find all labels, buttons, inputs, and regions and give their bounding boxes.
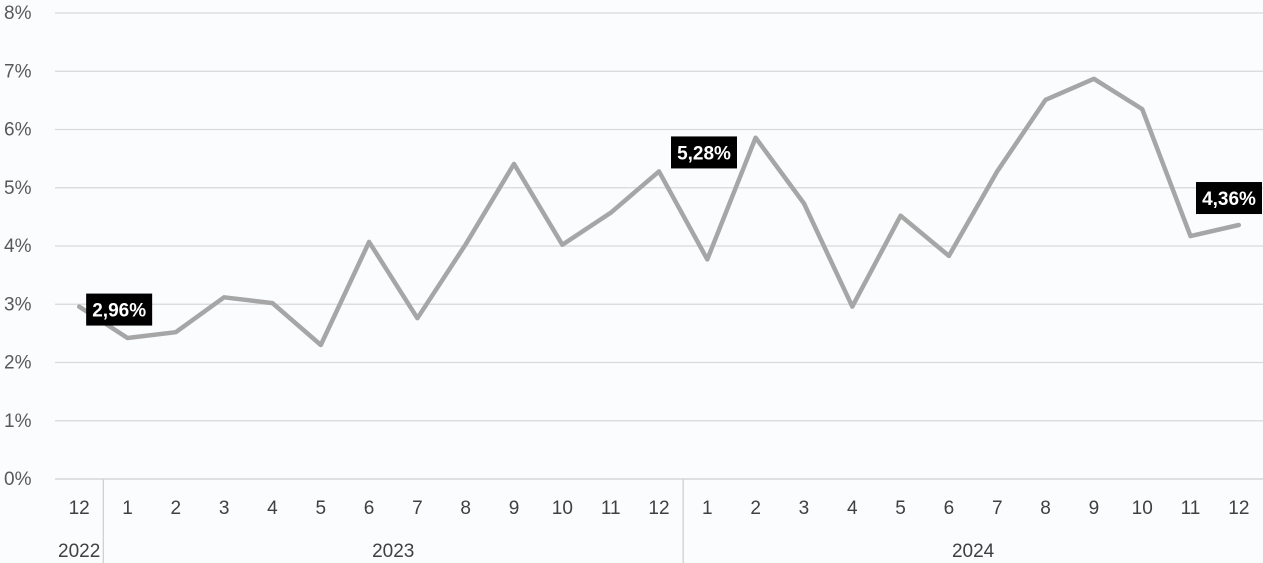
data-labels: 2,96% 5,28% 4,36% [86, 136, 1262, 326]
x-tick-label: 6 [364, 498, 375, 519]
x-tick-label: 12 [69, 498, 90, 519]
x-tick-label: 1 [702, 498, 713, 519]
year-label: 2024 [952, 541, 995, 562]
x-tick-label: 8 [1040, 498, 1051, 519]
x-tick-label: 5 [895, 498, 906, 519]
x-tick-label: 11 [1181, 498, 1201, 519]
x-tick-label: 11 [601, 498, 621, 519]
x-tick-label: 2 [171, 498, 182, 519]
x-tick-label: 8 [460, 498, 471, 519]
y-tick-label: 6% [4, 120, 32, 141]
x-tick-label: 4 [267, 498, 278, 519]
data-label: 4,36% [1202, 189, 1256, 210]
x-tick-label: 2 [750, 498, 761, 519]
gridlines [55, 12, 1263, 480]
y-tick-label: 0% [4, 469, 32, 490]
x-tick-label: 3 [799, 498, 810, 519]
y-tick-label: 7% [4, 61, 32, 82]
x-tick-label: 12 [1228, 498, 1249, 519]
y-tick-label: 2% [4, 353, 32, 374]
x-tick-label: 5 [315, 498, 326, 519]
x-tick-label: 9 [1089, 498, 1100, 519]
x-tick-label: 1 [122, 498, 133, 519]
x-tick-label: 4 [847, 498, 858, 519]
data-label-box [671, 136, 737, 169]
data-label: 5,28% [677, 143, 731, 164]
x-tick-label: 3 [219, 498, 230, 519]
y-tick-label: 4% [4, 236, 32, 257]
data-label-box [1196, 182, 1262, 215]
x-tick-label: 6 [944, 498, 955, 519]
x-tick-label: 10 [1132, 498, 1153, 519]
y-tick-label: 1% [4, 411, 32, 432]
x-tick-label: 7 [412, 498, 423, 519]
x-tick-label: 10 [552, 498, 573, 519]
x-tick-label: 12 [648, 498, 669, 519]
series-line [76, 76, 1242, 348]
y-tick-label: 8% [4, 3, 32, 24]
year-label: 2023 [372, 541, 414, 562]
y-axis: 0% 1% 2% 3% 4% 5% 6% 7% 8% [4, 3, 32, 490]
x-tick-label: 9 [509, 498, 520, 519]
y-tick-label: 5% [4, 178, 32, 199]
data-label-box [86, 293, 153, 326]
data-label: 2,96% [92, 301, 146, 322]
x-tick-label: 7 [992, 498, 1003, 519]
year-label: 2022 [58, 541, 100, 562]
series-line-path [76, 76, 1242, 348]
y-tick-label: 3% [4, 294, 32, 315]
